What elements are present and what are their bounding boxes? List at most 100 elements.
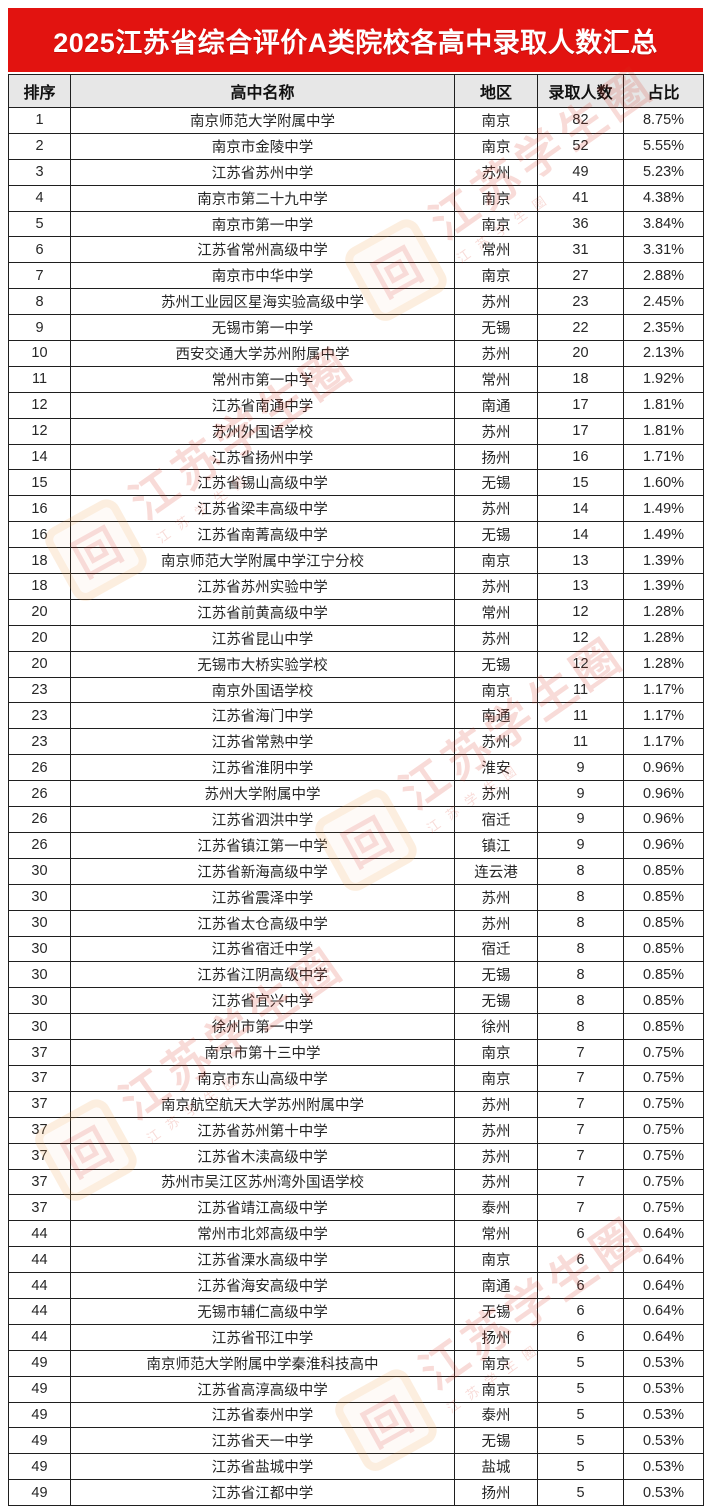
region-cell: 盐城	[454, 1453, 538, 1481]
pct-cell: 0.75%	[623, 1168, 704, 1196]
pct-cell: 0.85%	[623, 935, 704, 963]
region-cell: 苏州	[454, 573, 538, 600]
table-row: 44 江苏省邗江中学 扬州 6 0.64%	[8, 1323, 704, 1351]
table-row: 49 江苏省天一中学 无锡 5 0.53%	[8, 1427, 704, 1455]
table-row: 11 常州市第一中学 常州 18 1.92%	[8, 365, 704, 393]
col-header-school: 高中名称	[70, 74, 455, 108]
region-cell: 宿迁	[454, 935, 538, 963]
table-row: 44 无锡市辅仁高级中学 无锡 6 0.64%	[8, 1297, 704, 1325]
rank-cell: 37	[8, 1116, 71, 1144]
pct-cell: 1.49%	[623, 495, 704, 523]
rank-cell: 16	[8, 495, 71, 523]
rank-cell: 10	[8, 340, 71, 367]
school-cell: 无锡市辅仁高级中学	[70, 1297, 455, 1325]
table-row: 5 南京市第一中学 南京 36 3.84%	[8, 210, 704, 238]
count-cell: 8	[537, 1013, 624, 1041]
school-cell: 江苏省邗江中学	[70, 1323, 455, 1351]
region-cell: 苏州	[454, 728, 538, 756]
count-cell: 7	[537, 1039, 624, 1066]
table-row: 44 江苏省海安高级中学 南通 6 0.64%	[8, 1272, 704, 1299]
rank-cell: 18	[8, 573, 71, 600]
school-cell: 南京市金陵中学	[70, 132, 455, 160]
pct-cell: 2.45%	[623, 288, 704, 316]
pct-cell: 2.13%	[623, 340, 704, 367]
pct-cell: 1.17%	[623, 728, 704, 756]
table-row: 30 江苏省新海高级中学 连云港 8 0.85%	[8, 857, 704, 885]
school-cell: 江苏省盐城中学	[70, 1453, 455, 1481]
rank-cell: 23	[8, 676, 71, 704]
pct-cell: 5.55%	[623, 132, 704, 160]
region-cell: 苏州	[454, 909, 538, 937]
count-cell: 27	[537, 262, 624, 290]
pct-cell: 0.85%	[623, 987, 704, 1015]
count-cell: 7	[537, 1090, 624, 1118]
table-row: 37 南京市第十三中学 南京 7 0.75%	[8, 1039, 704, 1066]
count-cell: 7	[537, 1116, 624, 1144]
school-cell: 江苏省高淳高级中学	[70, 1375, 455, 1403]
region-cell: 无锡	[454, 650, 538, 678]
count-cell: 15	[537, 469, 624, 497]
pct-cell: 1.28%	[623, 598, 704, 626]
pct-cell: 0.85%	[623, 883, 704, 911]
rank-cell: 49	[8, 1479, 71, 1507]
region-cell: 苏州	[454, 288, 538, 316]
table-row: 16 江苏省梁丰高级中学 苏州 14 1.49%	[8, 495, 704, 523]
rank-cell: 30	[8, 857, 71, 885]
school-cell: 徐州市第一中学	[70, 1013, 455, 1041]
region-cell: 无锡	[454, 1297, 538, 1325]
rank-cell: 20	[8, 624, 71, 652]
count-cell: 7	[537, 1142, 624, 1170]
school-cell: 南京市第十三中学	[70, 1039, 455, 1066]
pct-cell: 1.17%	[623, 676, 704, 704]
admissions-table: 排序 高中名称 地区 录取人数 占比 1 南京师范大学附属中学 南京 82 8.…	[8, 74, 704, 1507]
pct-cell: 1.28%	[623, 650, 704, 678]
col-header-count: 录取人数	[537, 74, 624, 108]
count-cell: 5	[537, 1427, 624, 1455]
table-row: 49 南京师范大学附属中学秦淮科技高中 南京 5 0.53%	[8, 1349, 704, 1377]
table-row: 37 江苏省苏州第十中学 苏州 7 0.75%	[8, 1116, 704, 1144]
pct-cell: 0.64%	[623, 1272, 704, 1299]
count-cell: 7	[537, 1168, 624, 1196]
school-cell: 江苏省苏州中学	[70, 158, 455, 186]
pct-cell: 8.75%	[623, 107, 704, 134]
region-cell: 常州	[454, 365, 538, 393]
pct-cell: 0.64%	[623, 1220, 704, 1248]
region-cell: 苏州	[454, 417, 538, 445]
region-cell: 扬州	[454, 443, 538, 471]
school-cell: 无锡市第一中学	[70, 314, 455, 342]
pct-cell: 0.85%	[623, 909, 704, 937]
table-row: 14 江苏省扬州中学 扬州 16 1.71%	[8, 443, 704, 471]
table-row: 18 南京师范大学附属中学江宁分校 南京 13 1.39%	[8, 547, 704, 575]
rank-cell: 49	[8, 1349, 71, 1377]
rank-cell: 37	[8, 1090, 71, 1118]
school-cell: 江苏省江都中学	[70, 1479, 455, 1507]
region-cell: 连云港	[454, 857, 538, 885]
table-row: 8 苏州工业园区星海实验高级中学 苏州 23 2.45%	[8, 288, 704, 316]
rank-cell: 1	[8, 107, 71, 134]
rank-cell: 18	[8, 547, 71, 575]
table-row: 49 江苏省江都中学 扬州 5 0.53%	[8, 1479, 704, 1507]
table-row: 37 南京航空航天大学苏州附属中学 苏州 7 0.75%	[8, 1090, 704, 1118]
count-cell: 8	[537, 883, 624, 911]
count-cell: 11	[537, 702, 624, 730]
pct-cell: 1.81%	[623, 417, 704, 445]
rank-cell: 2	[8, 132, 71, 160]
pct-cell: 0.75%	[623, 1039, 704, 1066]
pct-cell: 1.92%	[623, 365, 704, 393]
region-cell: 常州	[454, 1220, 538, 1248]
region-cell: 南京	[454, 1064, 538, 1092]
rank-cell: 26	[8, 806, 71, 833]
count-cell: 18	[537, 365, 624, 393]
table-row: 37 南京市东山高级中学 南京 7 0.75%	[8, 1064, 704, 1092]
school-cell: 江苏省常熟中学	[70, 728, 455, 756]
table-row: 23 南京外国语学校 南京 11 1.17%	[8, 676, 704, 704]
table-row: 30 徐州市第一中学 徐州 8 0.85%	[8, 1013, 704, 1041]
rank-cell: 49	[8, 1375, 71, 1403]
pct-cell: 1.81%	[623, 391, 704, 419]
rank-cell: 37	[8, 1039, 71, 1066]
pct-cell: 0.75%	[623, 1064, 704, 1092]
pct-cell: 0.85%	[623, 961, 704, 989]
table-row: 30 江苏省宿迁中学 宿迁 8 0.85%	[8, 935, 704, 963]
region-cell: 常州	[454, 598, 538, 626]
pct-cell: 1.49%	[623, 521, 704, 549]
